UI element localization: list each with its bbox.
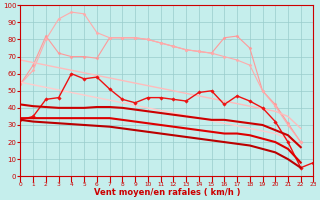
X-axis label: Vent moyen/en rafales ( km/h ): Vent moyen/en rafales ( km/h ) (94, 188, 240, 197)
